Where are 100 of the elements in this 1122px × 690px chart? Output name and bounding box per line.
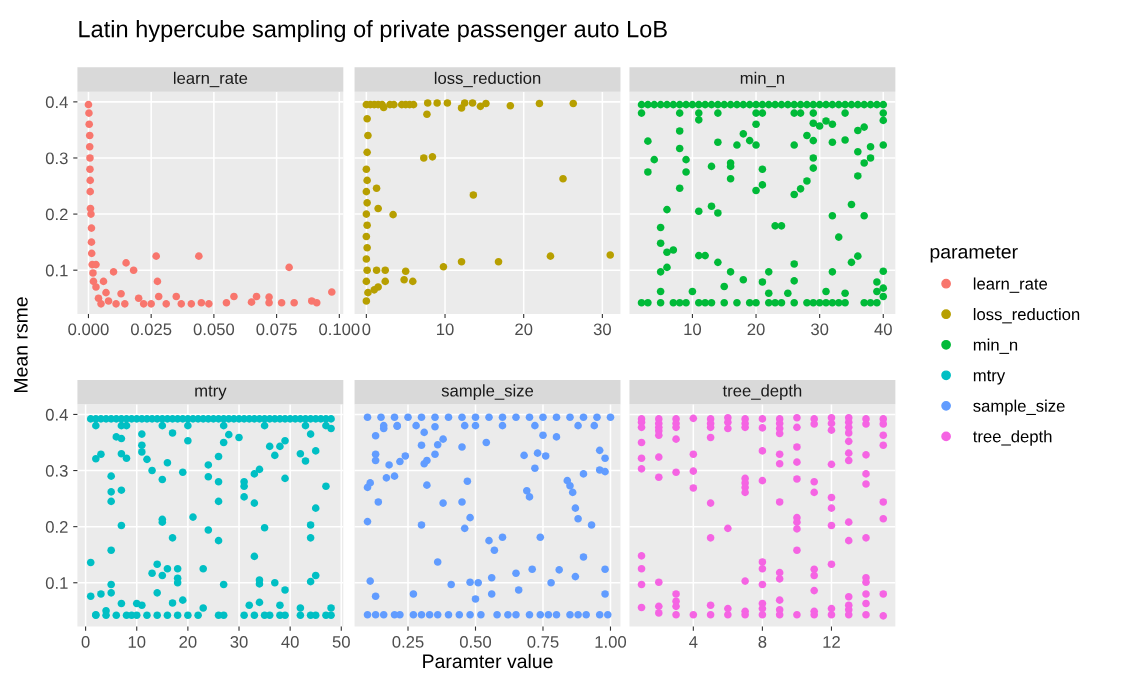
chart-title: learn_rate	[173, 71, 248, 88]
point	[87, 249, 96, 258]
x-tick-label: 4	[689, 636, 698, 648]
point	[102, 288, 110, 297]
point	[87, 224, 96, 232]
point	[222, 298, 231, 307]
x-tick-label: 30	[230, 635, 248, 648]
y-tick-label: 0.4	[45, 408, 68, 421]
x-tick-label: 0.000	[68, 323, 109, 336]
point	[172, 292, 181, 301]
y-axis-title: Mean rsme	[14, 297, 28, 393]
point	[439, 263, 448, 271]
point	[494, 257, 503, 266]
point	[122, 259, 130, 267]
chart-title: mtry	[195, 385, 227, 400]
x-tick-label: 10	[128, 635, 146, 648]
point	[363, 266, 371, 274]
point	[109, 268, 118, 276]
x-tick-label: 20	[515, 323, 533, 336]
point	[363, 243, 371, 252]
x-tick-label: 50	[332, 635, 350, 648]
point	[152, 252, 160, 260]
x-tick-label: 10	[684, 323, 702, 336]
point	[400, 275, 408, 284]
point	[89, 269, 97, 277]
point	[121, 300, 129, 308]
point	[433, 99, 441, 107]
point	[390, 100, 398, 109]
point	[86, 176, 95, 185]
point	[177, 300, 186, 308]
y-tick-label: 0.3	[45, 152, 68, 165]
point	[362, 187, 371, 196]
point	[506, 101, 515, 110]
chart-title: loss_reduction	[434, 71, 541, 88]
point	[285, 263, 293, 272]
point	[153, 277, 162, 286]
x-tick-label: 0.050	[193, 323, 235, 336]
point	[469, 191, 478, 199]
point	[86, 154, 94, 162]
point	[364, 131, 372, 140]
chart-title: tree_depth	[722, 384, 802, 400]
point	[428, 153, 437, 161]
x-axis-title: Paramter value	[423, 653, 553, 669]
legend-label: learn_rate	[973, 277, 1048, 293]
point	[569, 99, 578, 108]
point	[364, 288, 372, 297]
point	[205, 300, 213, 308]
point	[92, 283, 100, 291]
y-tick-label: 0.3	[45, 464, 68, 477]
point	[362, 255, 371, 263]
point	[87, 238, 96, 246]
chart-title: min_n	[740, 71, 785, 88]
point	[372, 266, 381, 274]
point	[606, 251, 615, 259]
point	[372, 184, 381, 193]
y-tick-label: 0.1	[45, 264, 68, 277]
point	[443, 99, 452, 107]
legend-label: mtry	[973, 370, 1006, 385]
point	[457, 104, 466, 112]
legend-label: min_n	[973, 338, 1018, 354]
point	[327, 288, 336, 296]
x-tick-label: 10	[437, 323, 454, 336]
point	[86, 187, 95, 196]
point	[362, 232, 371, 241]
point	[84, 100, 93, 109]
point	[362, 297, 371, 305]
point	[419, 154, 428, 162]
point	[457, 257, 466, 266]
legend-label: loss_reduction	[973, 307, 1080, 324]
point	[162, 300, 171, 308]
point	[290, 298, 298, 307]
legend-label: tree_depth	[973, 430, 1052, 446]
point	[86, 165, 94, 173]
point	[154, 292, 163, 301]
x-tick-label: 30	[593, 323, 611, 336]
legend-title: parameter	[930, 245, 1018, 263]
point	[85, 131, 94, 140]
point	[312, 298, 321, 307]
x-tick-label: 20	[179, 635, 197, 648]
point	[247, 298, 256, 306]
point	[147, 300, 155, 308]
point	[362, 277, 371, 286]
point	[99, 277, 108, 286]
point	[535, 99, 544, 108]
point	[389, 210, 397, 219]
point	[363, 114, 371, 123]
x-tick-label: 0.025	[130, 323, 172, 336]
point	[134, 294, 143, 303]
point	[197, 298, 206, 307]
point	[482, 99, 490, 108]
x-tick-label: 0	[81, 635, 90, 648]
point	[85, 142, 94, 151]
point	[362, 210, 371, 218]
point	[423, 110, 431, 119]
point	[363, 221, 371, 230]
y-tick-label: 0.4	[45, 96, 68, 109]
x-tick-label: 40	[281, 635, 299, 648]
point	[363, 148, 371, 157]
point	[230, 292, 238, 301]
point	[468, 99, 477, 107]
